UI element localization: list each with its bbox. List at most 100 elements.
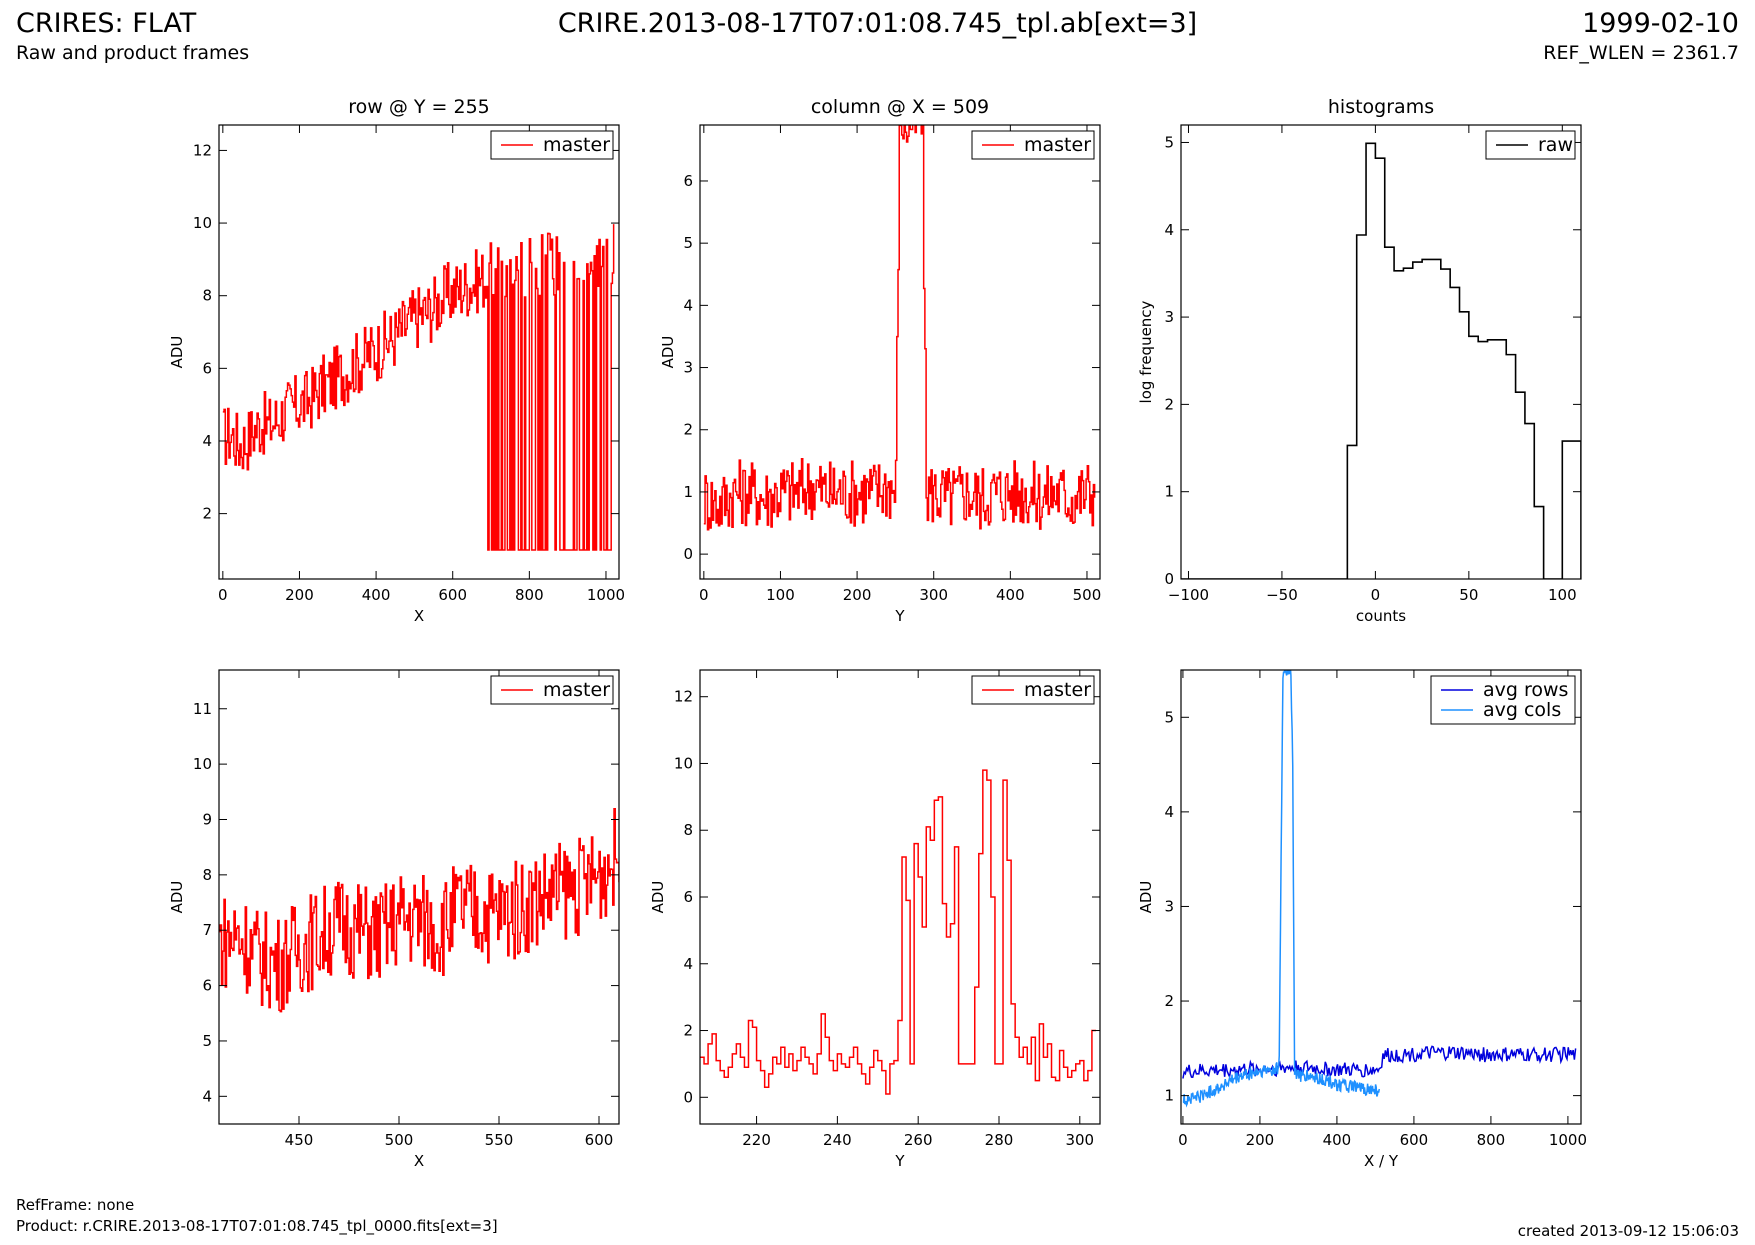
panel-histogram: histograms −100 −50 0 50 100 0 1 2 3 4 5 raw counts…: [1137, 96, 1582, 625]
footer-created: created 2013-09-12 15:06:03: [1517, 1222, 1739, 1240]
panel-title: row @ Y = 255: [348, 96, 490, 118]
x-tick-label: 0: [699, 586, 709, 604]
x-tick-label: 260: [904, 1131, 933, 1149]
series-line-master: [222, 224, 615, 551]
series-line-avg-rows: [1182, 1045, 1577, 1080]
x-tick-label: 240: [823, 1131, 852, 1149]
x-tick-label: 600: [1400, 1131, 1429, 1149]
x-tick-label: −100: [1168, 586, 1209, 604]
y-tick-label: 4: [683, 955, 693, 973]
y-tick-label: 12: [193, 141, 212, 159]
x-tick-label: 0: [1178, 1131, 1188, 1149]
y-tick-label: 10: [193, 214, 212, 232]
x-tick-label: −50: [1266, 586, 1298, 604]
y-tick-label: 4: [1164, 803, 1174, 821]
plot-area: 0 100 200 300 400 500 0 1 2 3 4 5 6 master: [683, 125, 1102, 604]
x-axis-label: Y: [894, 1152, 905, 1170]
x-tick-label: 0: [1371, 586, 1381, 604]
x-tick-label: 100: [766, 586, 795, 604]
panel-row-zoom: 450 500 550 600 4 5 6 7 8 9 10 11 master X ADU: [168, 669, 620, 1170]
series-line-master: [700, 769, 1096, 1095]
panel-col-zoom: 220 240 260 280 300 0 2 4 6 8 10 12 master Y ADU: [649, 669, 1101, 1170]
legend-box: [1430, 675, 1576, 725]
y-tick-label: 1: [1164, 483, 1174, 501]
y-axis-label: ADU: [659, 336, 677, 369]
series-line-master: [219, 808, 619, 1013]
y-tick-label: 5: [1164, 133, 1174, 151]
panel-row-full: row @ Y = 255 0 200 400 600 800 1000 2 4 6 8 10 12 m…: [168, 96, 625, 625]
x-tick-label: 450: [285, 1131, 314, 1149]
x-tick-label: 200: [843, 586, 872, 604]
legend-label: avg cols: [1483, 699, 1561, 721]
legend-label: master: [543, 134, 610, 156]
y-tick-label: 6: [202, 359, 212, 377]
y-tick-label: 5: [1164, 708, 1174, 726]
legend: master: [490, 130, 614, 160]
page-title: CRIRES: FLAT: [16, 8, 197, 39]
x-tick-label: 220: [742, 1131, 771, 1149]
y-tick-label: 4: [683, 296, 693, 314]
y-tick-label: 2: [1164, 992, 1174, 1010]
footer-product: Product: r.CRIRE.2013-08-17T07:01:08.745…: [16, 1217, 498, 1235]
y-tick-label: 3: [1164, 897, 1174, 915]
y-axis-label: ADU: [1137, 881, 1155, 914]
y-tick-label: 9: [202, 810, 212, 828]
series-group: [700, 769, 1096, 1095]
series-group: [1181, 142, 1581, 579]
y-tick-label: 10: [193, 755, 212, 773]
y-tick-label: 3: [1164, 308, 1174, 326]
y-axis-label: ADU: [168, 336, 186, 369]
plot-frame: [218, 669, 620, 1125]
y-tick-label: 12: [674, 688, 693, 706]
y-tick-label: 4: [202, 1087, 212, 1105]
legend-label: master: [543, 679, 610, 701]
panel-title: column @ X = 509: [811, 96, 989, 118]
x-tick-label: 0: [218, 586, 228, 604]
legend: raw: [1485, 130, 1576, 160]
y-axis-label: ADU: [168, 881, 186, 914]
y-tick-label: 0: [1164, 570, 1174, 588]
x-tick-label: 200: [285, 586, 314, 604]
y-tick-label: 1: [683, 483, 693, 501]
y-tick-label: 6: [683, 888, 693, 906]
x-tick-label: 280: [985, 1131, 1014, 1149]
legend-label: raw: [1538, 134, 1573, 156]
y-tick-label: 5: [683, 234, 693, 252]
x-tick-label: 500: [1073, 586, 1102, 604]
x-tick-label: 300: [919, 586, 948, 604]
x-tick-label: 800: [515, 586, 544, 604]
y-tick-label: 2: [202, 505, 212, 523]
x-tick-label: 300: [1065, 1131, 1094, 1149]
panel-col-full: column @ X = 509 0 100 200 300 400 500 0 1 2 3 4 5 6…: [659, 96, 1102, 625]
legend-label: master: [1024, 679, 1091, 701]
y-axis-label: ADU: [649, 881, 667, 914]
y-tick-label: 8: [202, 287, 212, 305]
x-tick-label: 600: [438, 586, 467, 604]
x-tick-label: 1000: [1549, 1131, 1587, 1149]
y-axis-label: log frequency: [1137, 300, 1155, 403]
series-group: [222, 224, 615, 551]
legend-label: avg rows: [1483, 679, 1568, 701]
plot-area: 450 500 550 600 4 5 6 7 8 9 10 11 master: [193, 670, 619, 1149]
y-tick-label: 11: [193, 700, 212, 718]
y-tick-label: 6: [202, 977, 212, 995]
x-axis-label: X: [414, 607, 424, 625]
legend: master: [971, 675, 1095, 705]
plot-frame: [699, 669, 1101, 1125]
x-axis-label: X / Y: [1364, 1152, 1399, 1170]
x-tick-label: 400: [1323, 1131, 1352, 1149]
y-tick-label: 0: [683, 545, 693, 563]
x-axis-label: counts: [1356, 607, 1406, 625]
x-tick-label: 800: [1477, 1131, 1506, 1149]
x-axis-label: Y: [894, 607, 905, 625]
plot-frame: [218, 124, 620, 580]
y-tick-label: 3: [683, 359, 693, 377]
x-tick-label: 50: [1459, 586, 1478, 604]
series-line-avg-cols: [1182, 670, 1381, 1108]
series-group: [219, 808, 619, 1013]
series-group: [1182, 670, 1577, 1108]
footer-refframe: RefFrame: none: [16, 1196, 135, 1214]
